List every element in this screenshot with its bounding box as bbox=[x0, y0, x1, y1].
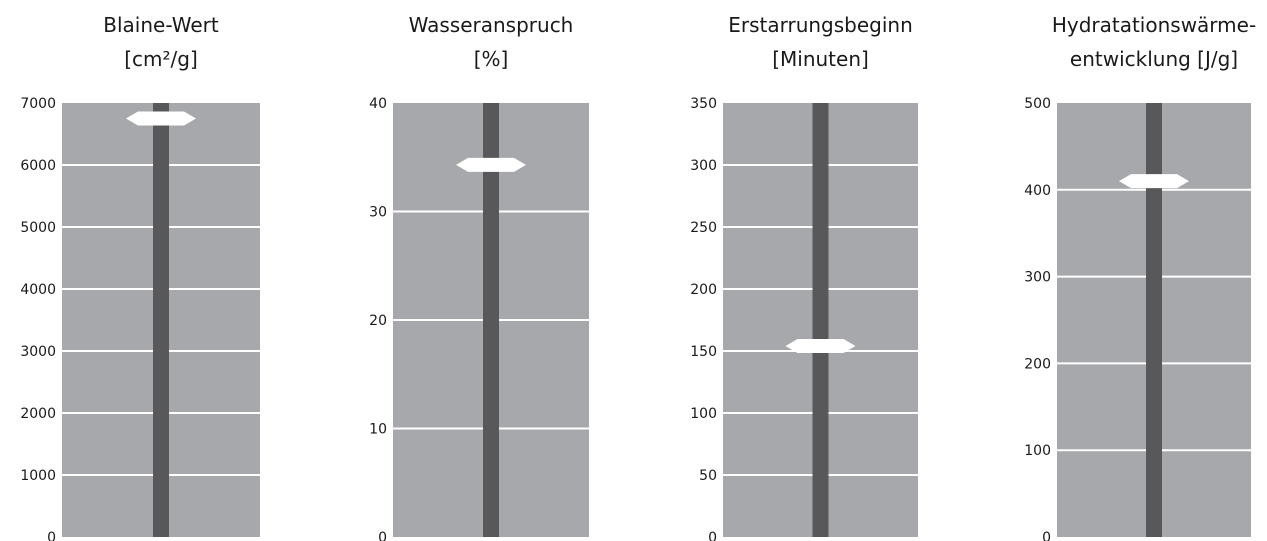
tick-label: 4000 bbox=[20, 282, 56, 298]
tick-label: 50 bbox=[699, 468, 717, 484]
tick-label: 6000 bbox=[20, 158, 56, 174]
tick-label: 0 bbox=[378, 530, 387, 541]
tick-label: 150 bbox=[690, 344, 717, 360]
tick-label: 500 bbox=[1024, 96, 1051, 112]
value-marker bbox=[785, 339, 856, 354]
gauge-title-line-1: Erstarrungsbeginn bbox=[728, 13, 913, 37]
gauge-hydratationswaerme: Hydratationswärme- entwicklung [J/g] 0 10… bbox=[1024, 13, 1256, 541]
gauge-title-line-1: Blaine-Wert bbox=[103, 13, 219, 37]
tick-label: 2000 bbox=[20, 406, 56, 422]
tick-label: 10 bbox=[369, 422, 387, 438]
gauge-title-line-2: [cm²/g] bbox=[124, 47, 198, 71]
gauge-blaine-wert: Blaine-Wert [cm²/g] 0 1000 2000 3000 4000 500… bbox=[20, 13, 260, 541]
gauge-bar bbox=[812, 103, 829, 537]
tick-label: 5000 bbox=[20, 220, 56, 236]
tick-label: 0 bbox=[1042, 530, 1051, 541]
tick-label: 200 bbox=[1024, 356, 1051, 372]
gauge-wasseranspruch: Wasseranspruch [%] 0 10 20 30 40 bbox=[369, 13, 589, 541]
tick-label: 7000 bbox=[20, 96, 56, 112]
value-marker bbox=[126, 111, 196, 126]
tick-label: 30 bbox=[369, 205, 387, 221]
gauge-erstarrungsbeginn: Erstarrungsbeginn [Minuten] 0 50 100 150 200… bbox=[690, 13, 918, 541]
tick-label: 250 bbox=[690, 220, 717, 236]
value-marker bbox=[1119, 174, 1189, 189]
tick-label: 300 bbox=[1024, 270, 1051, 286]
tick-label: 350 bbox=[690, 96, 717, 112]
gauge-title-line-2: entwicklung [J/g] bbox=[1070, 47, 1238, 71]
tick-label: 0 bbox=[47, 530, 56, 541]
gauge-title-line-1: Hydratationswärme- bbox=[1052, 13, 1256, 37]
tick-label: 400 bbox=[1024, 183, 1051, 199]
gauge-title-line-2: [Minuten] bbox=[772, 47, 869, 71]
tick-label: 3000 bbox=[20, 344, 56, 360]
value-marker bbox=[456, 157, 526, 172]
tick-label: 100 bbox=[1024, 443, 1051, 459]
tick-label: 100 bbox=[690, 406, 717, 422]
gauge-bar bbox=[153, 103, 169, 537]
tick-label: 40 bbox=[369, 96, 387, 112]
gauge-title-line-2: [%] bbox=[474, 47, 509, 71]
tick-label: 300 bbox=[690, 158, 717, 174]
tick-label: 0 bbox=[708, 530, 717, 541]
tick-label: 1000 bbox=[20, 468, 56, 484]
gauge-title-line-1: Wasseranspruch bbox=[409, 13, 574, 37]
tick-label: 20 bbox=[369, 313, 387, 329]
tick-label: 200 bbox=[690, 282, 717, 298]
gauge-bar bbox=[483, 103, 499, 537]
gauge-bar bbox=[1146, 103, 1162, 537]
